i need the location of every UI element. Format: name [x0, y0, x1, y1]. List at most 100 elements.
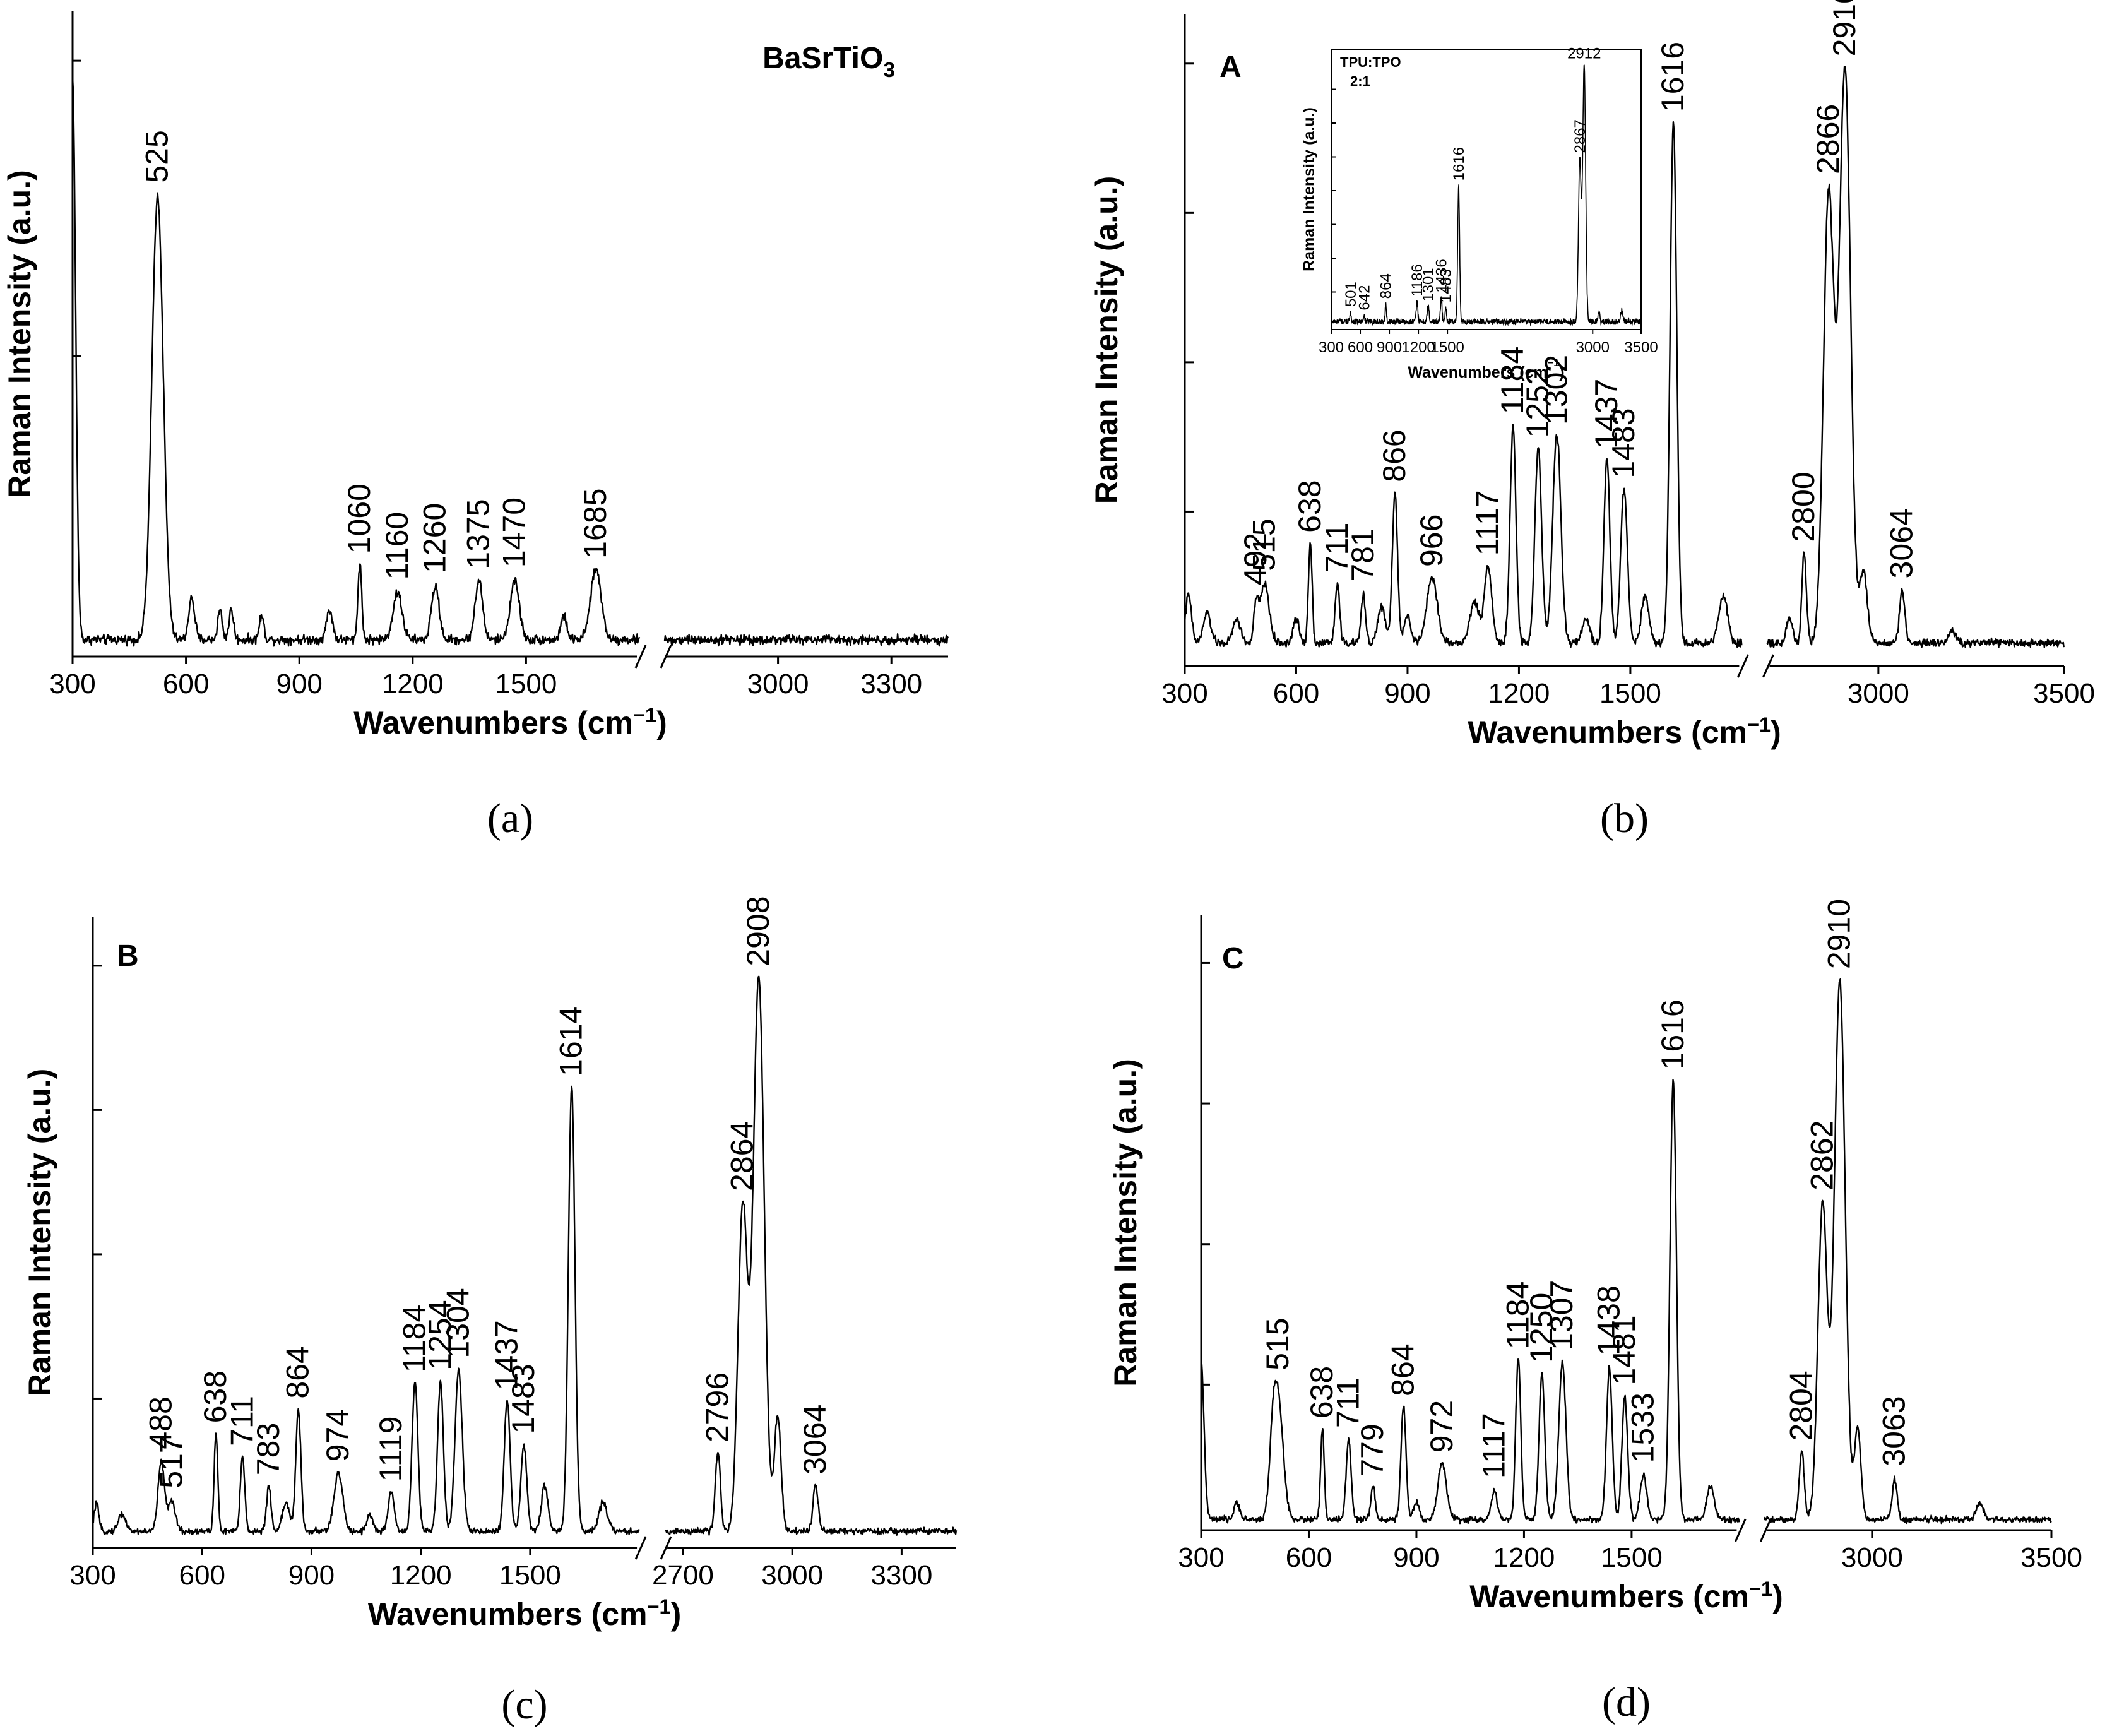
x-tick-label: 1200	[382, 669, 444, 699]
x-tick-label: 3300	[860, 669, 922, 699]
peak-label: 2910	[1827, 0, 1862, 56]
axis-break-mark	[1762, 654, 1774, 678]
x-tick-label: 1200	[390, 1560, 452, 1591]
x-tick-label: 3000	[747, 669, 809, 699]
peak-label: 2862	[1804, 1121, 1839, 1191]
x-tick-label: 300	[49, 669, 95, 699]
peak-label: 866	[1377, 429, 1412, 482]
peak-label: 2804	[1783, 1370, 1818, 1441]
x-tick-label: 300	[1161, 678, 1207, 709]
y-axis-title: Raman Intensity (a.u.)	[1108, 1059, 1143, 1387]
peak-label: 711	[224, 1396, 259, 1446]
peak-label: 1302	[1538, 355, 1574, 425]
peak-label: 711	[1319, 523, 1355, 573]
inset-peak-label: 1301	[1420, 268, 1437, 301]
x-tick-label: 1500	[1599, 678, 1661, 709]
peak-label: 1260	[417, 503, 453, 573]
axis-break-mark	[634, 645, 647, 669]
peak-label: 1117	[1470, 490, 1505, 556]
x-tick-label: 600	[163, 669, 209, 699]
x-tick-label: 3000	[1848, 678, 1909, 709]
peak-label: 779	[1355, 1424, 1390, 1476]
panel-label: A	[1219, 51, 1242, 84]
inset-x-tick-label: 600	[1348, 339, 1373, 356]
axis-break-mark	[634, 1536, 647, 1560]
x-tick-label: 3500	[2020, 1542, 2082, 1573]
panel-c: 300 600 900 1200 1500 2700 3000 3300 Wavenumbers…	[22, 896, 958, 1728]
y-axis-title: Raman Intensity (a.u.)	[22, 1069, 57, 1397]
panel-caption: (b)	[1600, 795, 1649, 841]
spectrum-line	[1200, 978, 2052, 1525]
peak-label: 974	[320, 1409, 355, 1461]
x-tick-label: 300	[69, 1560, 116, 1591]
panel-caption: (c)	[501, 1682, 547, 1728]
peak-label: 2796	[699, 1372, 735, 1442]
peak-label: 1533	[1625, 1393, 1661, 1463]
x-tick-label: 3000	[1841, 1542, 1903, 1573]
y-axis-title: Raman Intensity (a.u.)	[2, 170, 37, 498]
inset-x-tick-label: 900	[1377, 339, 1402, 356]
x-tick-label: 300	[1178, 1542, 1224, 1573]
panel-label: C	[1222, 942, 1244, 975]
peak-label: 783	[251, 1423, 286, 1475]
peak-label: 1483	[506, 1364, 541, 1434]
panel-caption: (d)	[1602, 1679, 1651, 1725]
inset-peak-label: 642	[1356, 285, 1373, 311]
peak-label: 1252	[1520, 367, 1555, 437]
x-tick-label: 1500	[1601, 1542, 1663, 1573]
x-axis-title: Wavenumbers (cm−1)	[353, 704, 667, 740]
inset-x-tick-label: 300	[1319, 339, 1344, 356]
inset-y-axis-title: Raman Intensity (a.u.)	[1300, 107, 1318, 271]
peak-label: 517	[153, 1436, 189, 1488]
inset-peak-label: 2867	[1572, 119, 1589, 153]
panel-a: 300 600 900 1200 1500 3000 3300 Wavenumbers (cm…	[2, 11, 949, 841]
peak-label: 2864	[725, 1121, 760, 1191]
peak-label: 711	[1331, 1377, 1366, 1428]
x-axis-title: Wavenumbers (cm−1)	[1468, 713, 1781, 750]
peak-label: 3064	[1884, 508, 1919, 578]
spectrum-line	[1184, 66, 2065, 648]
x-tick-label: 1500	[495, 669, 557, 699]
inset-peak-label: 1436	[1433, 259, 1450, 292]
x-tick-label: 3000	[761, 1560, 823, 1591]
inset-x-axis-title: Wavenumbers (cm−1)	[1408, 357, 1564, 381]
peak-label: 1470	[496, 497, 531, 568]
peak-label: 3063	[1877, 1396, 1912, 1466]
inset-frame	[1331, 49, 1642, 330]
peak-label: 1060	[341, 484, 377, 554]
peak-label: 1481	[1606, 1315, 1642, 1385]
inset-x-tick-label: 3000	[1576, 339, 1610, 356]
panel-label: BaSrTiO3	[762, 42, 895, 82]
peak-label: 1117	[1476, 1413, 1511, 1478]
peak-label: 1616	[1655, 999, 1690, 1069]
peak-label: 2800	[1786, 472, 1821, 542]
peak-label: 1184	[396, 1305, 432, 1373]
peak-label: 864	[280, 1346, 316, 1398]
peak-label: 1685	[578, 489, 613, 559]
x-tick-label: 2700	[652, 1560, 714, 1591]
x-tick-label: 900	[288, 1560, 335, 1591]
panel-label: B	[117, 939, 139, 973]
peak-label: 1616	[1655, 42, 1690, 112]
peak-label: 525	[139, 130, 175, 182]
peak-label: 2908	[740, 896, 776, 966]
inset-peak-label: 864	[1378, 273, 1395, 299]
x-tick-label: 600	[1273, 678, 1319, 709]
inset-x-tick-label: 3500	[1624, 339, 1658, 356]
axis-break-mark	[1737, 654, 1749, 678]
peak-label: 1375	[461, 499, 496, 569]
peak-label: 488	[143, 1396, 179, 1449]
y-axis-title: Raman Intensity (a.u.)	[1089, 176, 1124, 504]
peak-label: 492	[1238, 533, 1273, 585]
inset-panel-label-2: 2:1	[1350, 73, 1370, 89]
spectrum-line	[92, 975, 958, 1536]
x-tick-label: 1200	[1488, 678, 1550, 709]
x-tick-label: 3300	[870, 1560, 932, 1591]
peak-label: 864	[1385, 1343, 1420, 1396]
peak-label: 966	[1414, 514, 1449, 567]
x-tick-label: 600	[1286, 1542, 1332, 1573]
peak-label: 515	[1260, 1317, 1295, 1370]
inset-x-tick-label: 1200	[1401, 339, 1435, 356]
